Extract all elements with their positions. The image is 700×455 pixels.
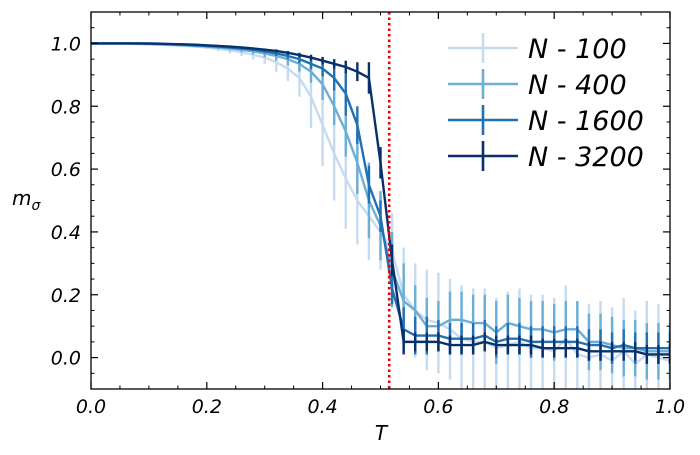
series-line [91,42,670,356]
y-tick-label: 0.2 [51,285,81,307]
y-tick-label: 1.0 [51,33,81,55]
legend: N - 100 N - 400 N - 1600 N - 3200 [448,33,644,173]
y-tick-label: 0.4 [51,222,81,244]
x-tick-label: 0.0 [76,396,106,418]
y-tick-label: 0.0 [51,348,81,370]
y-axis-label-sub: σ [31,198,41,214]
legend-label: N - 1600 [528,106,644,137]
x-tick-label: 0.8 [539,396,569,418]
y-axis-label: mσ [12,186,41,214]
legend-entry: N - 1600 [448,105,644,137]
x-tick-label: 0.6 [423,396,453,418]
legend-label: N - 3200 [528,142,644,173]
x-axis-label: T [375,421,389,445]
legend-label: N - 100 [528,34,627,65]
plot-frame [90,11,671,390]
y-axis-label-main: m [12,186,31,210]
x-tick-label: 1.0 [655,396,685,418]
series-3 [91,42,670,364]
legend-entry: N - 100 [448,33,627,65]
legend-entry: N - 400 [448,69,627,101]
x-tick-label: 0.4 [307,396,337,418]
x-tick-label: 0.2 [192,396,222,418]
series-layer [91,42,670,389]
y-tick-label: 0.6 [51,159,81,181]
legend-label: N - 400 [528,70,627,101]
y-tick-label: 0.8 [51,96,81,118]
legend-entry: N - 3200 [448,141,644,173]
